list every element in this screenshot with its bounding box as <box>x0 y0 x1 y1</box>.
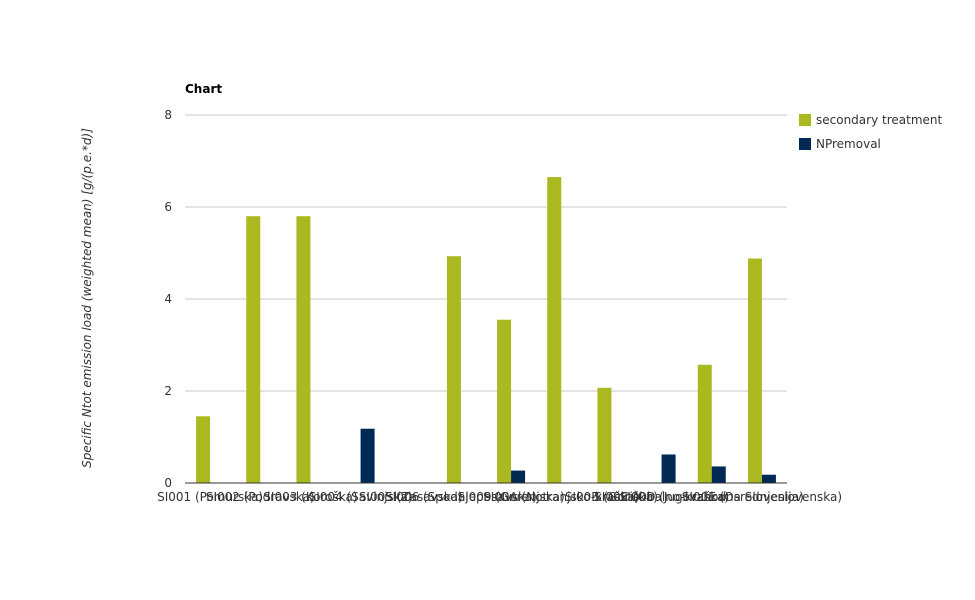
x-tick-label: SI005 (Zasavska) <box>359 490 463 504</box>
x-tick-label: SI004 (Savinjska) <box>309 490 413 504</box>
bar-secondary-treatment <box>246 216 261 483</box>
bar-secondary-treatment <box>446 256 461 483</box>
bar-secondary-treatment <box>597 387 612 483</box>
x-tick-label: SI006 (Spodnjeposavska) <box>385 490 537 504</box>
bar-npremoval <box>661 454 676 483</box>
x-tick-label: SI00C (Obalno-kraška) <box>594 490 729 504</box>
x-tick-label: SI009 (Gorenjska) <box>457 490 564 504</box>
x-tick-label: SI00D (Jugovzhodna Slovenija) <box>620 490 804 504</box>
gridlines <box>185 114 787 392</box>
x-tick-label: SI00A (Notranjsko-kraška) <box>483 490 639 504</box>
y-tick-label: 0 <box>164 476 172 490</box>
bar-secondary-treatment <box>547 177 562 483</box>
bar-secondary-treatment <box>497 319 512 483</box>
bar-secondary-treatment <box>697 364 712 483</box>
bar-npremoval <box>711 466 726 483</box>
x-tick-label: SI002 (Podravska) <box>206 490 315 504</box>
x-axis-ticks: SI001 (Pomurska)SI002 (Podravska)SI003 (… <box>157 490 842 504</box>
y-tick-label: 8 <box>164 108 172 122</box>
bar-npremoval <box>761 474 776 483</box>
legend: secondary treatment NPremoval <box>799 113 942 151</box>
x-tick-label: SI003 (Koroška) <box>263 490 357 504</box>
x-tick-label: SI00B (Goriška) <box>565 490 658 504</box>
y-tick-label: 6 <box>164 200 172 214</box>
x-tick-label: SI00E (Osrednjeslovenska) <box>682 490 842 504</box>
bar-npremoval <box>511 470 526 483</box>
y-axis-label: Specific Ntot emission load (weighted me… <box>80 128 94 468</box>
chart-title: Chart <box>185 82 222 96</box>
legend-label: secondary treatment <box>816 113 942 127</box>
bar-npremoval <box>360 428 375 483</box>
y-tick-label: 4 <box>164 292 172 306</box>
bar-secondary-treatment <box>196 416 211 483</box>
x-tick-label: SI001 (Pomurska) <box>157 490 263 504</box>
y-tick-label: 2 <box>164 384 172 398</box>
legend-swatch <box>799 138 811 150</box>
legend-swatch <box>799 114 811 126</box>
bar-secondary-treatment <box>296 216 311 483</box>
y-axis-ticks: 0 2 4 6 8 <box>164 108 172 490</box>
bar-secondary-treatment <box>747 258 762 483</box>
bars <box>196 177 776 483</box>
legend-label: NPremoval <box>816 137 881 151</box>
